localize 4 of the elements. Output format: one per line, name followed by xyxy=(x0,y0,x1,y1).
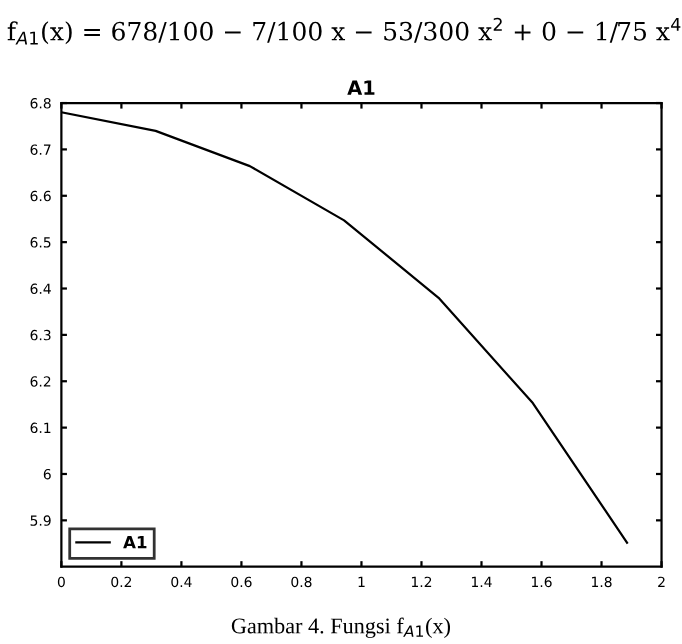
legend-label: A1 xyxy=(123,536,147,549)
chart-title: A1 xyxy=(347,80,375,95)
text: f$_{A1}$(x) = 678/100 − 7/100 x − 53/300 x$^{2}$ + 0 − 1/75 x$^{4}$ xyxy=(7,17,681,45)
text: Gambar 4. Fungsi f$_{A1}$(x) xyxy=(231,617,450,639)
